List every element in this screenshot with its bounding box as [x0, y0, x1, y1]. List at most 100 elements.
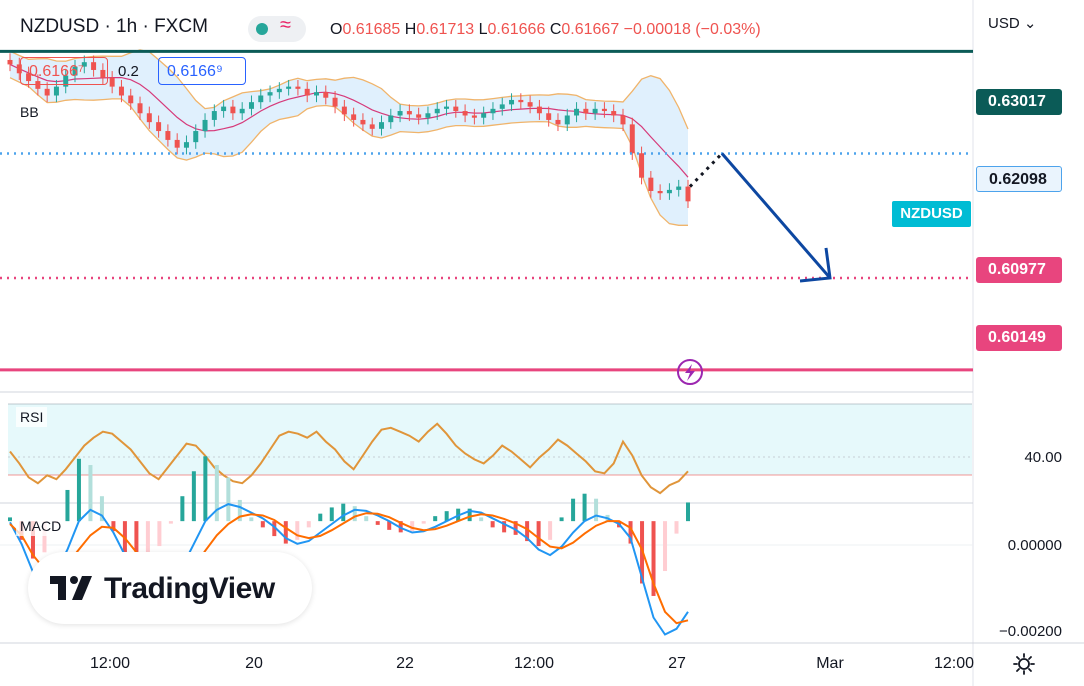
macd-hist-bar: [513, 521, 518, 535]
lightning-icon: [677, 359, 703, 385]
candle-body: [239, 108, 245, 114]
macd-hist-bar: [226, 477, 231, 522]
candle-body: [137, 103, 143, 114]
candle-body: [211, 111, 217, 120]
macd-hist-bar: [674, 521, 679, 534]
macd-hist-bar: [145, 521, 150, 559]
tradingview-logo-icon: [50, 576, 92, 600]
candle-body: [406, 111, 412, 115]
bb-lower: [9, 77, 688, 226]
candle-body: [118, 86, 124, 96]
candle-body: [351, 114, 357, 120]
candle-body: [63, 75, 69, 87]
candle-body: [221, 106, 227, 112]
x-tick-6: 12:00: [933, 655, 975, 672]
macd-line: [9, 503, 689, 636]
bb-fill: [10, 49, 688, 226]
macd-indicator-label[interactable]: MACD: [16, 516, 66, 536]
market-open-dot: [256, 23, 268, 35]
candle-body: [44, 88, 50, 96]
tradingview-logo-text: TradingView: [104, 572, 275, 605]
rsi-band: [8, 404, 972, 475]
macd-hist-bar: [318, 513, 323, 522]
candle-body: [444, 106, 450, 109]
rsi-path: [9, 422, 689, 495]
x-tick-5: Mar: [816, 655, 844, 672]
bb-indicator-label[interactable]: BB: [16, 102, 43, 122]
symbol-price-tag: NZDUSD: [892, 201, 971, 227]
macd-hist-bar: [134, 521, 139, 565]
macd-hist-bar: [88, 465, 93, 522]
buy-button[interactable]: 0.6166⁹: [158, 57, 246, 85]
candle-body: [100, 69, 106, 78]
candle-body: [583, 108, 589, 114]
candle-body: [360, 119, 366, 125]
candle-body: [248, 102, 254, 109]
macd-hist-bar: [686, 502, 690, 522]
tradingview-logo-badge[interactable]: [28, 552, 312, 624]
spread-value: 0.2: [118, 63, 139, 80]
macd-hist-bar: [65, 489, 70, 522]
macd-hist-bar: [352, 506, 357, 522]
candle-body: [425, 113, 431, 118]
candle-body: [286, 86, 292, 89]
candle-body: [434, 108, 440, 114]
macd-hist-bar: [30, 521, 35, 559]
x-tick-3: 12:00: [513, 655, 555, 672]
macd-hist-bar: [364, 516, 369, 522]
sell-button[interactable]: 0.6166⁷: [20, 57, 108, 85]
projection-dotted: [688, 152, 724, 188]
rsi-indicator-label[interactable]: RSI: [16, 407, 48, 427]
candle-body: [518, 99, 524, 103]
macd-hist-bar: [571, 498, 576, 522]
macd-hist-bar: [444, 511, 449, 522]
candle-body: [657, 191, 663, 194]
candle-body: [341, 106, 347, 115]
macd-hist-bar: [559, 517, 564, 522]
candle-body: [574, 108, 580, 116]
x-tick-2: 22: [396, 655, 414, 672]
candle-body: [109, 77, 115, 87]
macd-hist-bar: [582, 493, 587, 522]
macd-hist-bar: [157, 521, 162, 547]
symbol-title[interactable]: NZDUSD · 1h · FXCM: [20, 16, 208, 37]
high-value: 0.61713: [416, 21, 475, 38]
macd-hist-bar: [479, 517, 484, 522]
candle-body: [481, 113, 487, 118]
candle-body: [183, 142, 189, 148]
macd-hist-bar: [536, 521, 541, 547]
candle-body: [174, 139, 180, 148]
candle-body: [91, 62, 97, 70]
projection-arrow-line: [720, 152, 832, 279]
candle-body: [7, 59, 13, 65]
currency-selector[interactable]: USD ⌄: [988, 15, 1037, 32]
candle-body: [72, 66, 78, 76]
open-label: O: [330, 21, 343, 38]
candle-body: [471, 115, 477, 118]
macd-hist-bar: [410, 521, 415, 532]
candle-body: [629, 124, 635, 154]
level-label-62098: 0.62098: [976, 166, 1062, 192]
low-value: 0.61666: [487, 21, 546, 38]
candle-body: [146, 113, 152, 123]
macd-hist-bar: [663, 521, 668, 572]
candle-body: [193, 131, 199, 143]
open-value: 0.61685: [342, 21, 401, 38]
level-label-60149: 0.60149: [976, 325, 1062, 351]
macd-hist-bar: [375, 521, 380, 525]
candle-body: [601, 108, 607, 112]
candle-body: [323, 92, 329, 98]
macd-hist-bar: [122, 521, 127, 559]
candle-body: [499, 104, 505, 109]
candle-body: [276, 88, 282, 93]
candle-body: [546, 113, 552, 120]
macd-hist-bar: [111, 521, 116, 532]
close-value: 0.61667: [561, 21, 620, 38]
candle-body: [304, 88, 310, 96]
price-levels: [0, 49, 973, 372]
rsi-line: [9, 422, 689, 495]
macd-hist-bar: [628, 521, 633, 544]
candle-body: [258, 95, 264, 103]
macd-hist-bar: [594, 498, 599, 522]
